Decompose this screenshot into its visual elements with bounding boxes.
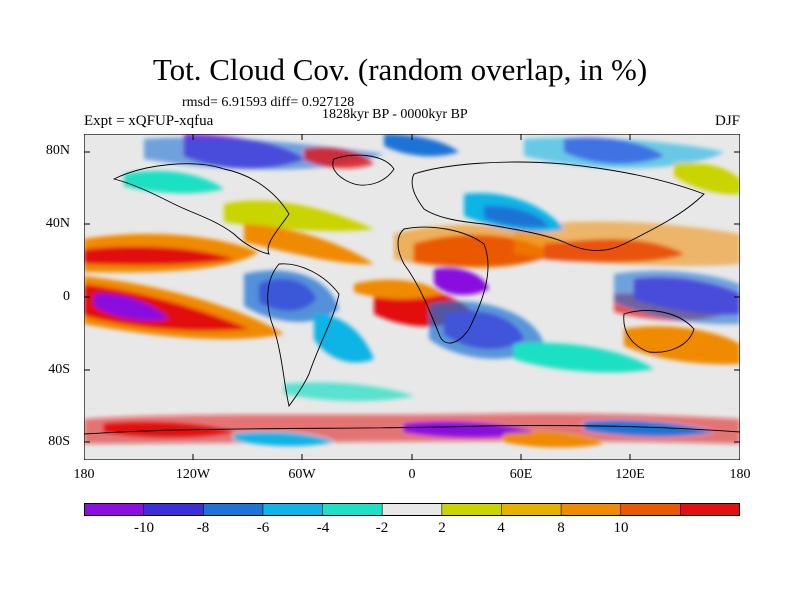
colorbar-swatch — [143, 503, 205, 516]
lon-label-120e: 120E — [615, 467, 645, 482]
colorbar-swatch — [680, 503, 740, 516]
lon-label-60e: 60E — [509, 467, 533, 482]
experiment-label: Expt = xQFUP-xqfua — [84, 113, 214, 129]
lat-label-80s: 80S — [48, 434, 70, 449]
coastlines — [84, 154, 740, 435]
lon-label-60w: 60W — [288, 467, 316, 482]
colorbar-swatch — [560, 503, 622, 516]
season-label: DJF — [714, 113, 740, 129]
lon-label-180e: 180 — [729, 467, 751, 482]
colorbar-label: 8 — [557, 520, 565, 536]
colorbar-label: -10 — [134, 520, 154, 536]
cloud-cover-map — [84, 134, 740, 460]
period-label: 1828kyr BP - 0000kyr BP — [322, 107, 468, 122]
lon-label-180w: 180 — [73, 467, 95, 482]
colorbar-label: -6 — [256, 520, 270, 536]
colorbar-label: -2 — [375, 520, 389, 536]
colorbar-swatch — [381, 503, 443, 516]
stats-label: rmsd= 6.91593 diff= 0.927128 — [182, 95, 355, 110]
colorbar-label: 4 — [497, 520, 505, 536]
colorbar-swatch — [441, 503, 503, 516]
colorbar-swatch — [262, 503, 324, 516]
colorbar-swatch — [202, 503, 264, 516]
colorbar-label: 2 — [438, 520, 446, 536]
lon-label-0: 0 — [408, 467, 416, 482]
colorbar-swatch — [322, 503, 383, 516]
lon-label-120w: 120W — [175, 467, 211, 482]
lat-label-40n: 40N — [45, 216, 70, 231]
lat-label-80n: 80N — [45, 143, 70, 158]
map-ticks — [84, 134, 740, 460]
colorbar-swatch — [84, 503, 145, 516]
colorbar — [84, 503, 740, 516]
colorbar-label: -4 — [316, 520, 330, 536]
colorbar-swatch — [620, 503, 682, 516]
chart-title: Tot. Cloud Cov. (random overlap, in %) — [152, 52, 648, 87]
colorbar-swatch — [501, 503, 562, 516]
lat-label-40s: 40S — [48, 362, 70, 377]
colorbar-label: -8 — [196, 520, 210, 536]
colorbar-label: 10 — [613, 520, 629, 536]
lat-label-0: 0 — [63, 289, 70, 304]
